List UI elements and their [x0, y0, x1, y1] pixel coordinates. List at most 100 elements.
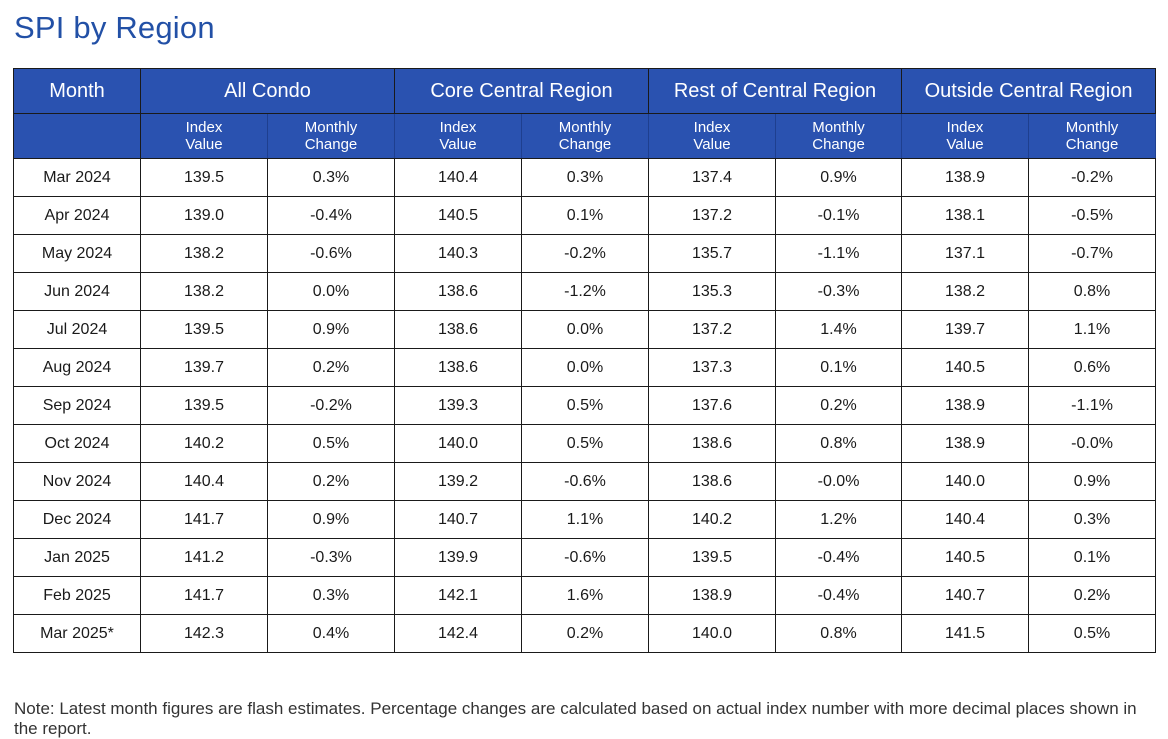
index-value-cell: 140.4: [394, 158, 522, 197]
index-value-cell: 139.5: [648, 538, 777, 577]
monthly-change-cell: -0.3%: [267, 538, 395, 577]
table-row: Dec 2024 141.7 0.9% 140.7 1.1% 140.2 1.2% 140.4…: [13, 500, 1157, 539]
page-title: SPI by Region: [14, 10, 215, 45]
monthly-change-cell: -0.2%: [267, 386, 395, 425]
monthly-change-cell: -0.6%: [520, 462, 650, 501]
index-value-cell: 138.9: [648, 576, 777, 615]
monthly-change-cell: -0.4%: [775, 576, 903, 615]
table-row: Apr 2024 139.0 -0.4% 140.5 0.1% 137.2 -0.1% 138…: [13, 196, 1157, 235]
monthly-change-cell: 1.2%: [775, 500, 903, 539]
index-value-cell: 138.2: [140, 234, 268, 273]
index-value-cell: 138.6: [648, 462, 777, 501]
sub-header-index-value: Index Value: [394, 113, 522, 159]
footnote: Note: Latest month figures are flash est…: [14, 699, 1137, 738]
index-value-cell: 140.5: [901, 538, 1030, 577]
index-value-cell: 137.2: [648, 196, 777, 235]
monthly-change-cell: 0.8%: [775, 614, 903, 653]
index-value-cell: 140.4: [140, 462, 268, 501]
index-value-cell: 138.1: [901, 196, 1030, 235]
group-header-rest-of-central-region: Rest of Central Region: [648, 68, 903, 114]
monthly-change-cell: -0.0%: [1028, 424, 1157, 463]
index-value-cell: 139.0: [140, 196, 268, 235]
index-value-cell: 138.6: [394, 310, 522, 349]
monthly-change-cell: 0.5%: [267, 424, 395, 463]
monthly-change-cell: -1.2%: [520, 272, 650, 311]
monthly-change-cell: 1.4%: [775, 310, 903, 349]
sub-header-monthly-change: Monthly Change: [1028, 113, 1157, 159]
index-value-cell: 140.5: [394, 196, 522, 235]
index-value-cell: 139.5: [140, 158, 268, 197]
index-value-cell: 138.6: [394, 348, 522, 387]
monthly-change-cell: 0.5%: [520, 424, 650, 463]
index-value-cell: 140.2: [140, 424, 268, 463]
index-value-cell: 140.4: [901, 500, 1030, 539]
index-value-cell: 138.9: [901, 424, 1030, 463]
month-column-header: Month: [13, 68, 141, 114]
table-row: Aug 2024 139.7 0.2% 138.6 0.0% 137.3 0.1% 140.5…: [13, 348, 1157, 387]
index-value-cell: 138.2: [140, 272, 268, 311]
index-value-cell: 140.5: [901, 348, 1030, 387]
sub-header-index-value: Index Value: [648, 113, 777, 159]
index-value-cell: 140.3: [394, 234, 522, 273]
index-value-cell: 135.7: [648, 234, 777, 273]
month-cell: May 2024: [13, 234, 141, 273]
index-value-cell: 140.0: [901, 462, 1030, 501]
monthly-change-cell: 0.9%: [1028, 462, 1157, 501]
monthly-change-cell: -0.0%: [775, 462, 903, 501]
index-value-cell: 142.3: [140, 614, 268, 653]
table-group-header-row: Month All Condo Core Central Region Rest…: [13, 68, 1157, 114]
index-value-cell: 137.2: [648, 310, 777, 349]
index-value-cell: 139.7: [140, 348, 268, 387]
month-cell: Aug 2024: [13, 348, 141, 387]
index-value-cell: 139.9: [394, 538, 522, 577]
monthly-change-cell: 0.3%: [1028, 500, 1157, 539]
monthly-change-cell: 0.2%: [267, 348, 395, 387]
index-value-cell: 139.5: [140, 310, 268, 349]
monthly-change-cell: -0.3%: [775, 272, 903, 311]
table-row: Feb 2025 141.7 0.3% 142.1 1.6% 138.9 -0.4% 140.…: [13, 576, 1157, 615]
month-cell: Apr 2024: [13, 196, 141, 235]
index-value-cell: 137.4: [648, 158, 777, 197]
monthly-change-cell: -1.1%: [775, 234, 903, 273]
table-row: Jun 2024 138.2 0.0% 138.6 -1.2% 135.3 -0.3% 138…: [13, 272, 1157, 311]
index-value-cell: 138.2: [901, 272, 1030, 311]
spi-table: Month All Condo Core Central Region Rest…: [13, 68, 1157, 653]
monthly-change-cell: -0.1%: [775, 196, 903, 235]
index-value-cell: 137.1: [901, 234, 1030, 273]
month-cell: Feb 2025: [13, 576, 141, 615]
monthly-change-cell: 0.0%: [520, 310, 650, 349]
monthly-change-cell: 0.3%: [520, 158, 650, 197]
monthly-change-cell: -0.2%: [1028, 158, 1157, 197]
table-row: Jul 2024 139.5 0.9% 138.6 0.0% 137.2 1.4% 139.7…: [13, 310, 1157, 349]
monthly-change-cell: -0.4%: [775, 538, 903, 577]
index-value-cell: 138.9: [901, 158, 1030, 197]
table-row: Mar 2024 139.5 0.3% 140.4 0.3% 137.4 0.9% 138.9…: [13, 158, 1157, 197]
index-value-cell: 139.3: [394, 386, 522, 425]
table-row: May 2024 138.2 -0.6% 140.3 -0.2% 135.7 -1.1% 13…: [13, 234, 1157, 273]
monthly-change-cell: 0.2%: [520, 614, 650, 653]
monthly-change-cell: 0.6%: [1028, 348, 1157, 387]
month-cell: Sep 2024: [13, 386, 141, 425]
monthly-change-cell: 0.0%: [520, 348, 650, 387]
monthly-change-cell: 0.5%: [520, 386, 650, 425]
index-value-cell: 139.7: [901, 310, 1030, 349]
index-value-cell: 141.5: [901, 614, 1030, 653]
monthly-change-cell: -0.4%: [267, 196, 395, 235]
monthly-change-cell: -1.1%: [1028, 386, 1157, 425]
index-value-cell: 141.7: [140, 500, 268, 539]
monthly-change-cell: 0.9%: [775, 158, 903, 197]
monthly-change-cell: 0.4%: [267, 614, 395, 653]
monthly-change-cell: 1.1%: [520, 500, 650, 539]
monthly-change-cell: 0.1%: [520, 196, 650, 235]
index-value-cell: 140.7: [901, 576, 1030, 615]
month-cell: Jan 2025: [13, 538, 141, 577]
table-row: Sep 2024 139.5 -0.2% 139.3 0.5% 137.6 0.2% 138.…: [13, 386, 1157, 425]
monthly-change-cell: 0.3%: [267, 158, 395, 197]
monthly-change-cell: -0.2%: [520, 234, 650, 273]
group-header-core-central-region: Core Central Region: [393, 68, 650, 114]
sub-header-monthly-change: Monthly Change: [520, 113, 650, 159]
monthly-change-cell: 0.8%: [775, 424, 903, 463]
month-sub-header-blank: [13, 113, 141, 159]
table-body: Mar 2024 139.5 0.3% 140.4 0.3% 137.4 0.9% 138.9…: [13, 158, 1157, 653]
table-sub-header-row: Index Value Monthly Change Index Value Mont…: [13, 113, 1157, 159]
